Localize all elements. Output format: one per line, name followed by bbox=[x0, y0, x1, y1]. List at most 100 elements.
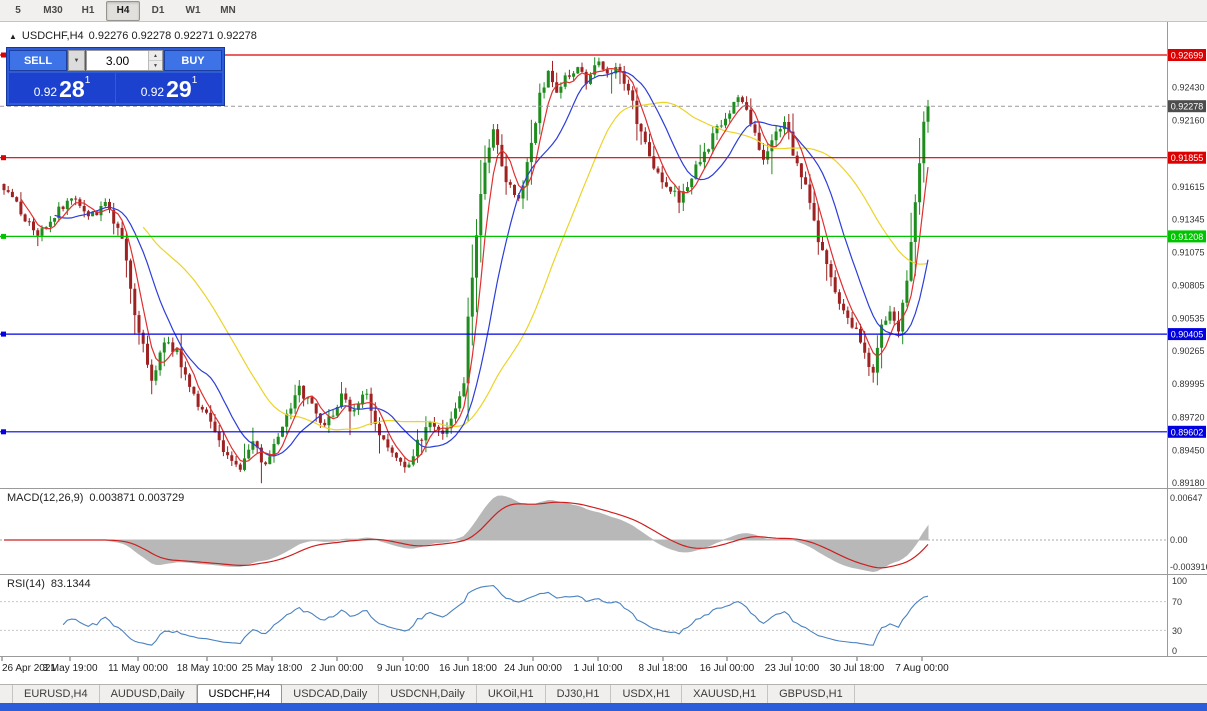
rsi-value: 83.1344 bbox=[50, 578, 91, 590]
svg-text:70: 70 bbox=[1172, 597, 1182, 607]
macd-panel bbox=[0, 495, 1167, 573]
lot-spinner: ▲ ▼ bbox=[148, 51, 162, 70]
svg-text:0.00: 0.00 bbox=[1170, 535, 1188, 545]
rsi-name: RSI(14) bbox=[7, 578, 45, 590]
svg-text:0.91855: 0.91855 bbox=[1171, 153, 1204, 163]
svg-text:1 Jul 10:00: 1 Jul 10:00 bbox=[574, 663, 623, 674]
ask-price-prefix: 0.92 bbox=[140, 85, 165, 99]
timeframe-button-5[interactable]: 5 bbox=[15, 5, 21, 16]
svg-text:0.92430: 0.92430 bbox=[1172, 83, 1205, 93]
trade-panel-prices: 0.92 28 1 0.92 29 1 bbox=[9, 73, 222, 103]
svg-text:26 Apr 2021: 26 Apr 2021 bbox=[2, 663, 56, 674]
price-tag bbox=[1168, 425, 1206, 438]
svg-text:0.91615: 0.91615 bbox=[1172, 182, 1205, 192]
svg-text:18 May 10:00: 18 May 10:00 bbox=[177, 663, 238, 674]
svg-text:2 Jun 00:00: 2 Jun 00:00 bbox=[311, 663, 364, 674]
chart-canvas[interactable]: 0.92430 0.92160 0.91615 0.91345 0.91075 0.908… bbox=[0, 22, 1207, 683]
chart-tab-USDCNH-Daily[interactable]: USDCNH,Daily bbox=[379, 685, 477, 703]
svg-text:16 Jun 18:00: 16 Jun 18:00 bbox=[439, 663, 497, 674]
price-tag bbox=[1168, 49, 1206, 61]
horizontal-levels[interactable] bbox=[0, 52, 1167, 435]
lot-size-box: 3.00 ▲ ▼ bbox=[86, 50, 163, 71]
svg-text:11 May 00:00: 11 May 00:00 bbox=[108, 663, 168, 674]
svg-text:0.92699: 0.92699 bbox=[1171, 51, 1204, 61]
chart-tab-EURUSD-H4[interactable]: EURUSD,H4 bbox=[12, 685, 100, 703]
svg-text:3 May 19:00: 3 May 19:00 bbox=[42, 663, 97, 674]
symbol-marker-icon: ▲ bbox=[9, 31, 17, 41]
lot-size-input[interactable]: 3.00 bbox=[105, 53, 130, 68]
macd-signal-line bbox=[4, 501, 929, 569]
lot-increase-button[interactable]: ▲ bbox=[149, 51, 162, 61]
svg-text:16 Jul 00:00: 16 Jul 00:00 bbox=[700, 663, 755, 674]
panel-separators[interactable] bbox=[0, 22, 1207, 657]
chart-tab-AUDUSD-Daily[interactable]: AUDUSD,Daily bbox=[100, 685, 197, 703]
svg-text:0.89720: 0.89720 bbox=[1172, 412, 1205, 422]
svg-text:0.92160: 0.92160 bbox=[1172, 116, 1205, 126]
ask-price-big-digits: 29 bbox=[166, 76, 192, 102]
svg-text:0.91208: 0.91208 bbox=[1171, 232, 1204, 242]
chart-tab-GBPUSD-H1[interactable]: GBPUSD,H1 bbox=[768, 685, 855, 703]
svg-text:0.89995: 0.89995 bbox=[1172, 379, 1205, 389]
buy-button[interactable]: BUY bbox=[164, 50, 222, 71]
svg-text:100: 100 bbox=[1172, 576, 1187, 586]
timeframe-button-H1[interactable]: H1 bbox=[81, 5, 95, 16]
candles-layer bbox=[2, 57, 930, 484]
price-tag bbox=[1168, 230, 1206, 243]
macd-indicator-label: MACD(12,26,9) 0.003871 0.003729 bbox=[7, 492, 184, 504]
timeframe-button-W1[interactable]: W1 bbox=[185, 5, 201, 16]
taskbar-strip bbox=[0, 703, 1207, 711]
chevron-down-icon: ▼ bbox=[73, 57, 80, 64]
svg-text:0.90405: 0.90405 bbox=[1171, 330, 1204, 340]
svg-text:0.91075: 0.91075 bbox=[1172, 248, 1205, 258]
svg-text:0.00647: 0.00647 bbox=[1170, 493, 1203, 503]
svg-text:24 Jun 00:00: 24 Jun 00:00 bbox=[504, 663, 562, 674]
svg-text:-0.003916: -0.003916 bbox=[1170, 562, 1207, 572]
chart-tab-USDX-H1[interactable]: USDX,H1 bbox=[611, 685, 683, 703]
svg-text:0.89450: 0.89450 bbox=[1172, 445, 1205, 455]
svg-text:9 Jun 10:00: 9 Jun 10:00 bbox=[377, 663, 430, 674]
timeframe-button-H4[interactable]: H4 bbox=[106, 0, 140, 21]
lot-decrease-button[interactable]: ▼ bbox=[149, 61, 162, 70]
svg-text:0.90805: 0.90805 bbox=[1172, 280, 1205, 290]
timeframe-button-M30[interactable]: M30 bbox=[43, 5, 63, 16]
svg-text:25 May 18:00: 25 May 18:00 bbox=[242, 663, 303, 674]
price-tag bbox=[1168, 328, 1206, 341]
ask-price-pipette: 1 bbox=[191, 75, 198, 86]
svg-text:0.90265: 0.90265 bbox=[1172, 346, 1205, 356]
chart-tab-DJ30-H1[interactable]: DJ30,H1 bbox=[546, 685, 612, 703]
svg-text:30: 30 bbox=[1172, 626, 1182, 636]
trade-panel-controls: SELL ▼ 3.00 ▲ ▼ BUY bbox=[9, 50, 222, 71]
rsi-indicator-label: RSI(14) 83.1344 bbox=[7, 578, 91, 590]
lot-dropdown-button[interactable]: ▼ bbox=[68, 50, 85, 71]
rsi-panel bbox=[0, 585, 1167, 646]
bid-price-display[interactable]: 0.92 28 1 bbox=[9, 73, 115, 103]
svg-text:8 Jul 18:00: 8 Jul 18:00 bbox=[639, 663, 688, 674]
timeframe-buttons: 5 M30 H1 H4 D1 W1 MN bbox=[1, 0, 246, 21]
chart-tab-USDCHF-H4[interactable]: USDCHF,H4 bbox=[196, 684, 283, 703]
sell-button[interactable]: SELL bbox=[9, 50, 67, 71]
bid-price-pipette: 1 bbox=[84, 75, 91, 86]
symbol-name: USDCHF,H4 bbox=[21, 30, 84, 42]
svg-text:23 Jul 10:00: 23 Jul 10:00 bbox=[765, 663, 820, 674]
price-axis[interactable]: 0.92430 0.92160 0.91615 0.91345 0.91075 0.908… bbox=[1168, 49, 1207, 656]
svg-text:30 Jul 18:00: 30 Jul 18:00 bbox=[830, 663, 885, 674]
svg-text:0.89180: 0.89180 bbox=[1172, 478, 1205, 488]
symbol-ohlc-values: 0.92276 0.92278 0.92271 0.92278 bbox=[88, 30, 257, 42]
bid-price-prefix: 0.92 bbox=[33, 85, 58, 99]
price-tag bbox=[1168, 100, 1206, 113]
svg-text:0.90535: 0.90535 bbox=[1172, 313, 1205, 323]
chart-tab-bar: EURUSD,H4 AUDUSD,Daily USDCHF,H4 USDCAD,Dai… bbox=[0, 684, 1207, 703]
rsi-line bbox=[62, 585, 929, 646]
svg-text:7 Aug 00:00: 7 Aug 00:00 bbox=[895, 663, 949, 674]
ask-price-display[interactable]: 0.92 29 1 bbox=[116, 73, 222, 103]
chart-tab-UKOil-H1[interactable]: UKOil,H1 bbox=[477, 685, 546, 703]
svg-text:0.89602: 0.89602 bbox=[1171, 427, 1204, 437]
timeframe-button-MN[interactable]: MN bbox=[220, 5, 236, 16]
timeframe-toolbar: 5 M30 H1 H4 D1 W1 MN bbox=[0, 0, 1207, 22]
timeframe-button-D1[interactable]: D1 bbox=[151, 5, 165, 16]
price-tag bbox=[1168, 151, 1206, 164]
macd-histogram bbox=[4, 495, 929, 573]
chart-tab-USDCAD-Daily[interactable]: USDCAD,Daily bbox=[282, 685, 380, 703]
chart-tab-XAUUSD-H1[interactable]: XAUUSD,H1 bbox=[682, 685, 769, 703]
